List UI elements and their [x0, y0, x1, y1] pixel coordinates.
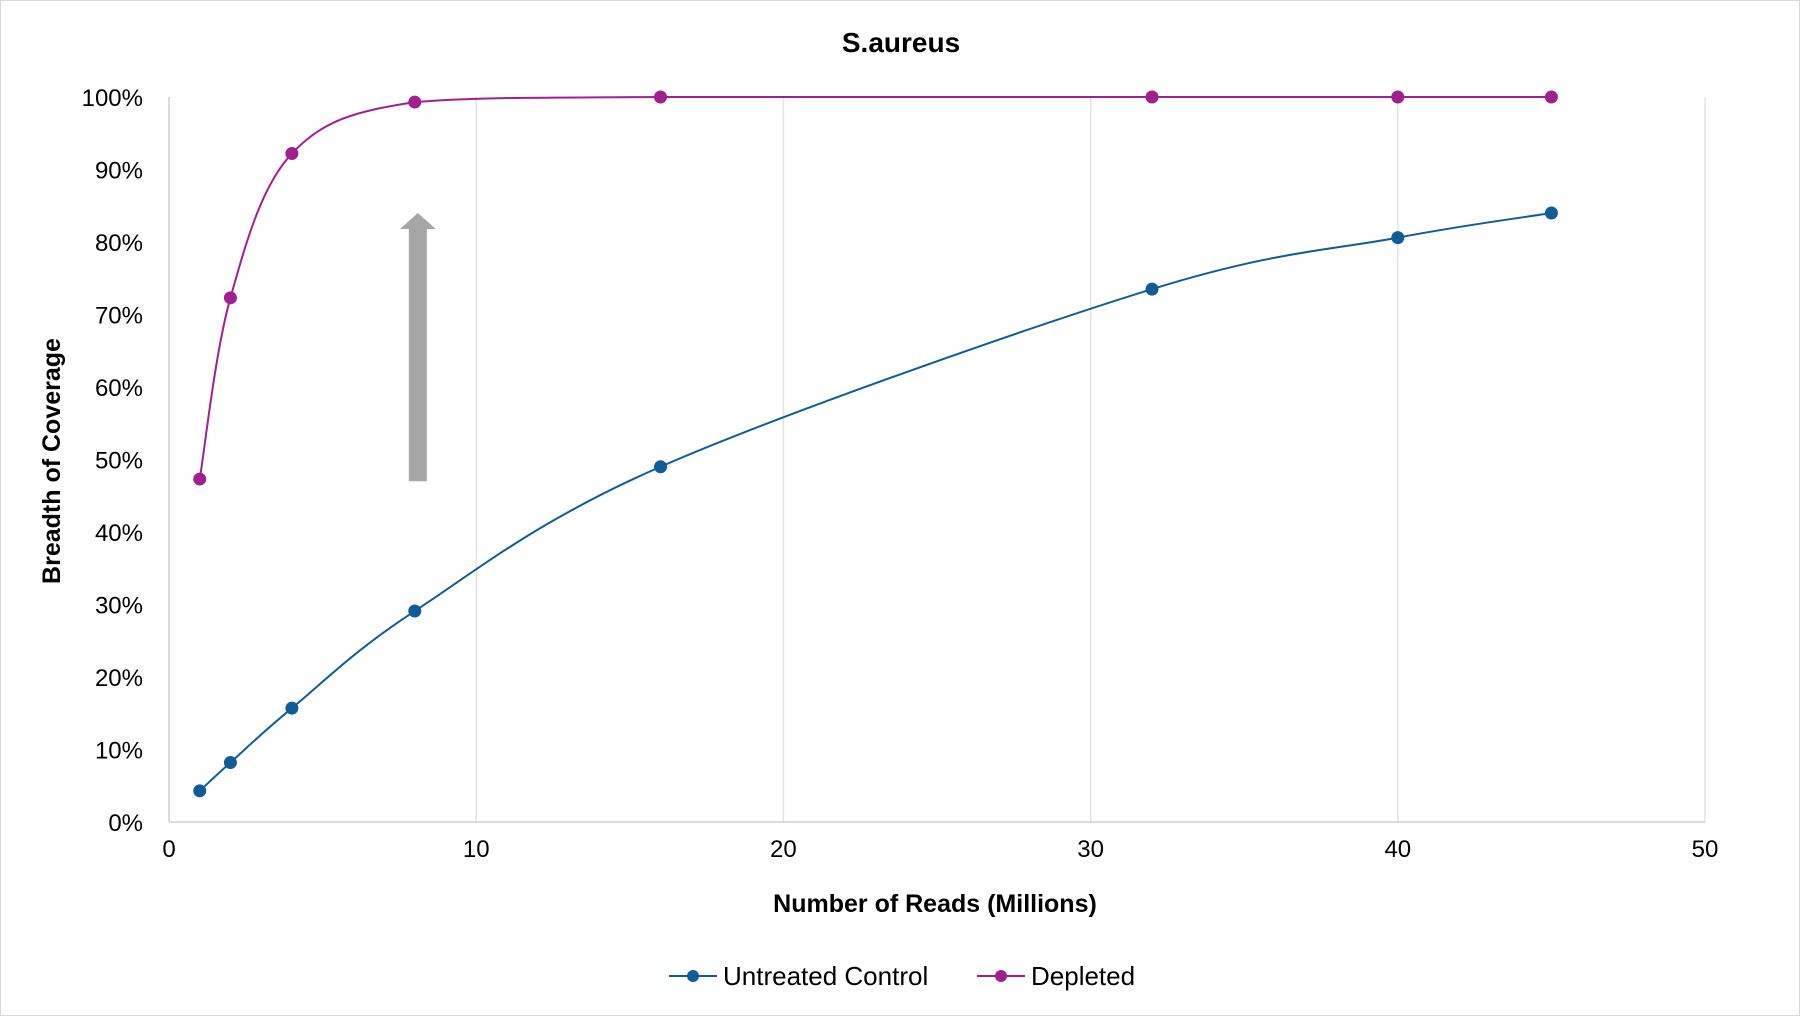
y-tick-label-30: 30%: [95, 593, 143, 620]
data-point-untreated-control-4: [285, 702, 298, 715]
data-point-untreated-control-40: [1391, 231, 1404, 244]
y-tick-label-0: 0%: [108, 810, 143, 837]
x-tick-label-30: 30: [1077, 836, 1104, 863]
y-tick-label-80: 80%: [95, 230, 143, 257]
x-tick-label-0: 0: [162, 836, 175, 863]
data-point-depleted-32: [1146, 91, 1159, 104]
y-tick-label-100: 100%: [82, 85, 143, 112]
y-axis-title: Breadth of Coverage: [38, 338, 66, 584]
y-tick-label-10: 10%: [95, 738, 143, 765]
data-point-depleted-45: [1545, 91, 1558, 104]
data-point-untreated-control-1: [193, 784, 206, 797]
chart-title: S.aureus: [842, 27, 960, 58]
chart-frame: 0 10 20 30 40 50 0% 10% 20% 30% 40% 50% 60% 70% 80% 90%…: [0, 0, 1800, 1016]
legend-marker-untreated-control: [687, 970, 699, 982]
annotation-arrow-0: [400, 213, 436, 481]
y-tick-label-60: 60%: [95, 375, 143, 402]
data-point-depleted-8: [408, 96, 421, 109]
data-point-depleted-40: [1391, 91, 1404, 104]
data-point-untreated-control-45: [1545, 207, 1558, 220]
chart-svg: 0 10 20 30 40 50 0% 10% 20% 30% 40% 50% 60% 70% 80% 90%…: [1, 1, 1800, 1017]
y-tick-label-40: 40%: [95, 520, 143, 547]
x-tick-label-10: 10: [463, 836, 490, 863]
data-point-depleted-16: [654, 91, 667, 104]
legend-marker-depleted: [995, 970, 1007, 982]
legend-label-untreated-control: Untreated Control: [723, 961, 928, 991]
series-layer: [193, 91, 1558, 798]
data-point-untreated-control-8: [408, 605, 421, 618]
data-point-depleted-2: [224, 291, 237, 304]
x-tick-label-40: 40: [1384, 836, 1411, 863]
y-tick-label-70: 70%: [95, 303, 143, 330]
x-tick-label-20: 20: [770, 836, 797, 863]
y-tick-label-90: 90%: [95, 158, 143, 185]
x-tick-label-50: 50: [1692, 836, 1719, 863]
data-point-untreated-control-16: [654, 460, 667, 473]
x-axis-title: Number of Reads (Millions): [773, 890, 1097, 918]
series-line-untreated-control: [200, 213, 1552, 791]
annotation-layer: [400, 213, 436, 481]
data-point-untreated-control-2: [224, 756, 237, 769]
grid-layer: [476, 97, 1705, 822]
legend: Untreated Control Depleted: [669, 961, 1135, 991]
y-tick-label-50: 50%: [95, 448, 143, 475]
legend-item-untreated-control[interactable]: Untreated Control: [669, 961, 928, 991]
legend-label-depleted: Depleted: [1031, 961, 1135, 991]
data-point-untreated-control-32: [1146, 283, 1159, 296]
data-point-depleted-1: [193, 473, 206, 486]
series-line-depleted: [200, 97, 1552, 479]
y-tick-label-20: 20%: [95, 665, 143, 692]
data-point-depleted-4: [285, 147, 298, 160]
legend-item-depleted[interactable]: Depleted: [977, 961, 1135, 991]
axes-layer: 0 10 20 30 40 50 0% 10% 20% 30% 40% 50% 60% 70% 80% 90%…: [82, 85, 1719, 863]
